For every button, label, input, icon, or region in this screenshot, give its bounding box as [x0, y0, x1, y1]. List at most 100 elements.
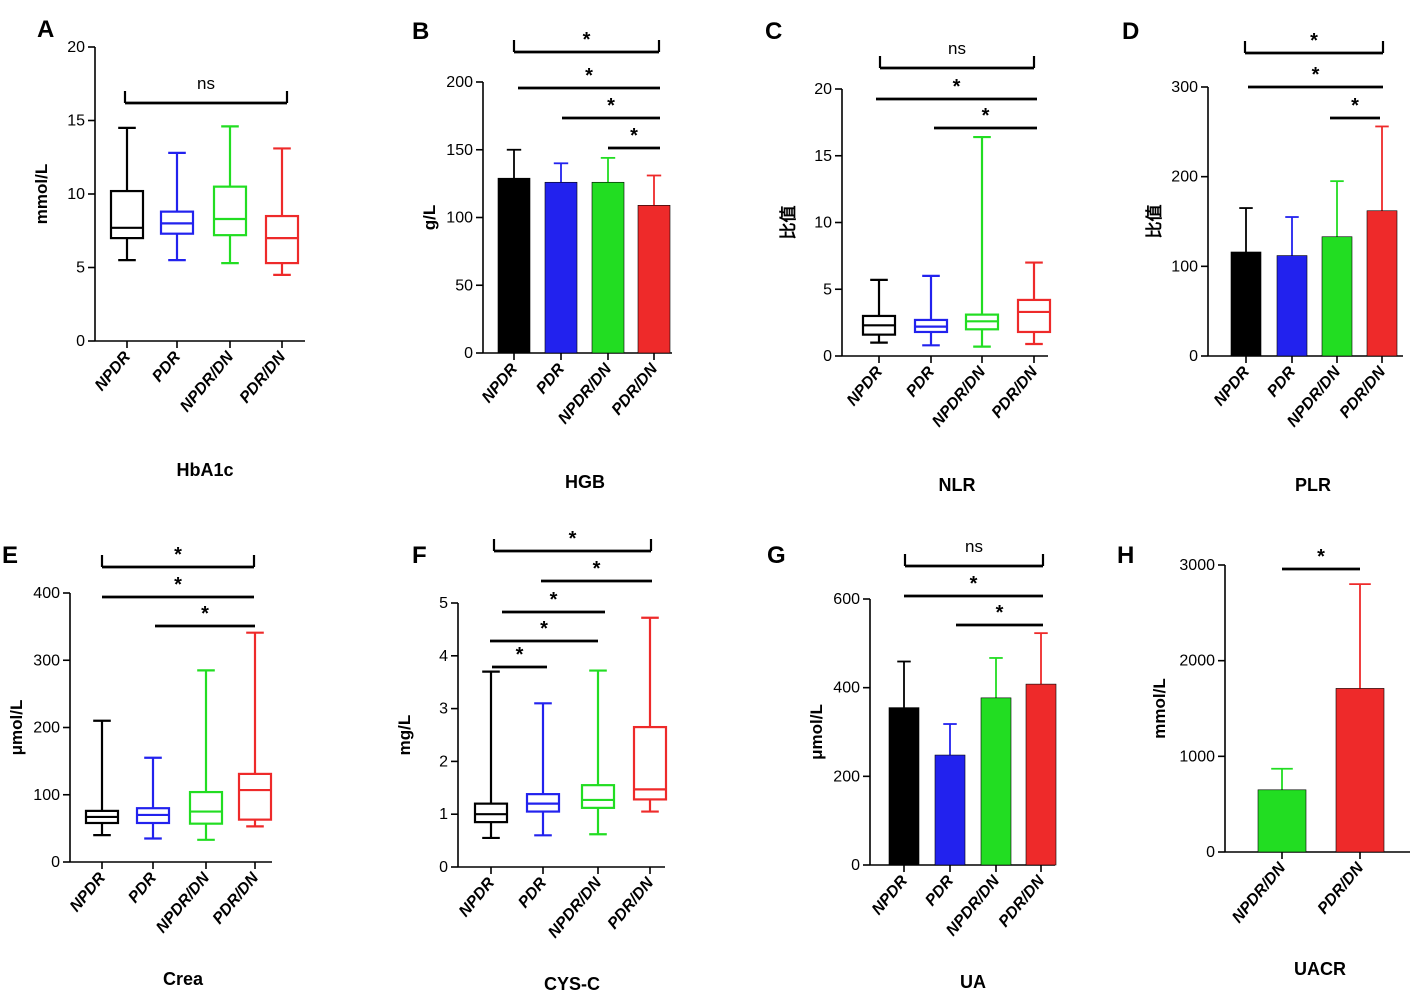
y-tick-label: 0	[1189, 348, 1198, 365]
bar	[497, 177, 531, 354]
significance-label: *	[607, 95, 615, 117]
x-tick-label: NPDR	[869, 872, 911, 918]
bar-pdr	[934, 723, 966, 866]
box-pdr	[525, 702, 561, 837]
chart-panel-e: E 0 100 200 300 400 μmol/L NPDR PDRNPDR/DNPDR/DN…	[2, 542, 273, 989]
significance-label: *	[585, 65, 593, 87]
y-tick-label: 3000	[1179, 557, 1215, 574]
x-tick-label: PDR/DN	[605, 874, 658, 932]
y-axis-label: mmol/L	[1150, 678, 1169, 738]
y-axis-label: 比值	[778, 206, 798, 240]
bar-npdr-dn	[980, 657, 1012, 866]
x-tick-label: PDR	[125, 869, 160, 906]
significance-label: *	[982, 105, 990, 127]
y-tick-label: 150	[446, 142, 473, 159]
y-tick-label: 1000	[1179, 748, 1215, 765]
y-tick-label: 10	[814, 215, 832, 232]
y-tick-label: 200	[33, 720, 60, 737]
x-tick-label: PDR/DN	[989, 363, 1042, 421]
significance-bracket: *	[102, 574, 254, 599]
significance-label: *	[1317, 546, 1325, 568]
y-tick-label: 400	[833, 680, 860, 697]
chart-title: HGB	[565, 472, 605, 492]
significance-bracket: *	[1243, 30, 1385, 55]
x-tick-label: PDR	[149, 348, 184, 385]
box-iqr	[188, 790, 224, 825]
box-npdr	[861, 278, 897, 344]
box-npdr	[473, 670, 509, 840]
bar-pdr-dn	[637, 174, 671, 354]
bar	[1230, 251, 1262, 357]
panel-letter: A	[37, 16, 54, 43]
bar-pdr-dn	[1366, 125, 1398, 357]
box-iqr	[632, 725, 668, 801]
chart-title: UA	[960, 972, 986, 992]
y-tick-label: 400	[33, 585, 60, 602]
box-npdr-dn	[188, 669, 224, 841]
bar-npdr-dn	[1257, 767, 1307, 853]
bar	[980, 697, 1012, 866]
y-tick-label: 2	[439, 753, 448, 770]
significance-bracket: *	[100, 544, 256, 569]
bar	[1321, 236, 1353, 357]
bar	[1335, 688, 1385, 853]
bar	[1025, 683, 1057, 866]
x-tick-label: NPDR	[1211, 363, 1253, 409]
y-tick-label: 20	[67, 39, 85, 56]
box-pdr-dn	[632, 616, 668, 813]
box-iqr	[264, 214, 300, 265]
significance-label: *	[1312, 64, 1320, 86]
y-tick-label: 5	[439, 595, 448, 612]
y-tick-label: 600	[833, 591, 860, 608]
significance-label: ns	[197, 74, 215, 93]
bar	[888, 707, 920, 866]
x-tick-label: PDR	[533, 360, 568, 397]
bar-npdr	[497, 148, 531, 354]
x-tick-label: PDR/DN	[237, 348, 290, 406]
bar	[637, 205, 671, 354]
y-tick-label: 0	[51, 854, 60, 871]
y-tick-label: 300	[33, 652, 60, 669]
bar-npdr-dn	[1321, 180, 1353, 357]
panel-letter: G	[767, 542, 786, 569]
x-tick-label: PDR	[903, 363, 938, 400]
significance-bracket: *	[562, 95, 660, 120]
box-pdr	[135, 756, 171, 840]
significance-label: *	[630, 125, 638, 147]
y-tick-label: 100	[446, 210, 473, 227]
x-tick-label: PDR	[515, 874, 550, 911]
y-axis-label: mmol/L	[32, 164, 51, 224]
box-pdr-dn	[1016, 261, 1052, 346]
box-iqr	[1016, 298, 1052, 334]
y-axis-label: μmol/L	[807, 704, 826, 760]
chart-title: Crea	[163, 969, 204, 989]
significance-label: *	[970, 573, 978, 595]
significance-bracket: *	[956, 602, 1043, 627]
y-tick-label: 200	[833, 768, 860, 785]
significance-label: *	[550, 589, 558, 611]
significance-label: *	[174, 574, 182, 596]
box-iqr	[237, 772, 273, 821]
bar-npdr	[1230, 207, 1262, 357]
bar-npdr	[888, 660, 920, 866]
significance-label: ns	[948, 39, 966, 58]
box-pdr-dn	[237, 631, 273, 828]
y-tick-label: 4	[439, 648, 448, 665]
bar	[1276, 255, 1308, 357]
y-tick-label: 300	[1171, 79, 1198, 96]
significance-bracket: *	[1330, 95, 1380, 120]
significance-bracket: *	[541, 558, 652, 583]
x-tick-label: NPDR/DN	[177, 348, 237, 415]
box-npdr-dn	[212, 125, 248, 265]
x-tick-label: NPDR	[456, 874, 498, 920]
significance-label: ns	[965, 537, 983, 556]
y-tick-label: 5	[76, 260, 85, 277]
bar-npdr-dn	[591, 156, 625, 354]
bar	[544, 181, 578, 354]
significance-label: *	[201, 603, 209, 625]
significance-bracket: *	[518, 65, 660, 90]
y-tick-label: 1	[439, 806, 448, 823]
chart-title: UACR	[1294, 959, 1346, 979]
significance-bracket: *	[1248, 64, 1383, 89]
